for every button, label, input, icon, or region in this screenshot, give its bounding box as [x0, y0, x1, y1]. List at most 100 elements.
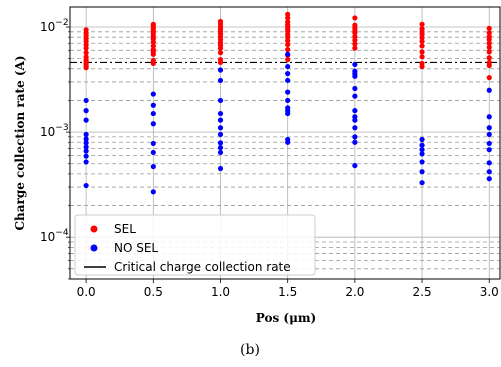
no-sel-point	[486, 125, 492, 131]
no-sel-point	[419, 180, 425, 186]
sel-point	[486, 36, 492, 43]
no-sel-point	[486, 176, 492, 182]
no-sel-point	[217, 110, 224, 117]
sel-point	[352, 41, 358, 47]
no-sel-point	[150, 189, 156, 195]
no-sel-point	[285, 110, 291, 117]
sel-point	[352, 45, 358, 51]
no-sel-point	[352, 85, 358, 92]
no-sel-point	[352, 93, 358, 99]
sel-point	[217, 50, 224, 56]
no-sel-point	[83, 131, 89, 138]
no-sel-point	[486, 131, 492, 138]
axis-ticks: 0.0 0.5 1.0 1.5 2.0 2.5 3.0 10−4 10−3 10−2	[40, 18, 499, 299]
no-sel-point	[352, 61, 358, 68]
no-sel-point	[150, 140, 156, 147]
sel-point	[419, 54, 425, 60]
no-sel-point	[352, 117, 358, 123]
no-sel-point	[83, 182, 89, 189]
sel-point	[150, 39, 156, 45]
sel-point	[352, 30, 358, 36]
no-sel-point	[150, 121, 156, 127]
no-sel-point	[150, 163, 156, 170]
no-sel-point	[217, 140, 224, 146]
figure-caption: (b)	[240, 342, 260, 358]
legend-marker-sel	[90, 225, 98, 233]
sel-point	[486, 44, 492, 50]
no-sel-point	[486, 147, 492, 153]
no-sel-point	[83, 153, 89, 159]
sel-point	[486, 30, 492, 36]
legend-label-no-sel: NO SEL	[114, 241, 158, 255]
sel-point	[285, 38, 291, 44]
sel-point	[150, 43, 156, 49]
no-sel-point	[217, 77, 224, 84]
plot-frame	[69, 6, 501, 280]
no-sel-point	[217, 165, 224, 172]
legend: SEL NO SEL Critical charge collection ra…	[74, 214, 316, 276]
no-sel-point	[83, 140, 89, 146]
sel-point	[352, 37, 358, 43]
no-sel-point	[486, 114, 492, 120]
no-sel-point	[285, 77, 291, 84]
sel-point	[285, 34, 291, 40]
no-sel-point	[83, 159, 89, 165]
y-axis-label: Charge collection rate (A)	[13, 55, 27, 230]
sel-point	[486, 25, 492, 31]
no-sel-point	[352, 73, 358, 79]
no-sel-point	[83, 108, 89, 114]
sel-point	[486, 49, 492, 55]
sel-point	[285, 42, 291, 48]
sel-point	[285, 15, 291, 21]
x-tick-label: 2.5	[413, 285, 432, 299]
no-sel-point	[419, 142, 425, 148]
sel-point	[486, 62, 492, 69]
no-sel-point	[352, 139, 358, 145]
no-sel-point	[419, 169, 425, 175]
data-points	[83, 11, 492, 195]
x-axis-label: Pos (μm)	[256, 311, 316, 325]
no-sel-point	[285, 63, 291, 70]
sel-point	[150, 51, 156, 57]
sel-point	[352, 15, 358, 21]
sel-point	[285, 11, 291, 17]
no-sel-point	[83, 136, 89, 142]
no-sel-point	[217, 131, 224, 138]
legend-label-critical: Critical charge collection rate	[114, 260, 291, 274]
sel-point	[419, 49, 425, 55]
sel-point	[419, 63, 425, 70]
no-sel-point	[217, 97, 224, 104]
no-sel-point	[486, 87, 492, 93]
no-sel-point	[285, 139, 291, 145]
sel-point	[285, 46, 291, 53]
sel-point	[419, 21, 425, 27]
no-sel-point	[419, 151, 425, 157]
no-sel-point	[486, 169, 492, 175]
sel-point	[419, 43, 425, 49]
legend-label-sel: SEL	[114, 222, 136, 236]
no-sel-point	[352, 162, 358, 169]
no-sel-point	[83, 148, 89, 154]
sel-point	[83, 50, 89, 56]
no-sel-point	[217, 149, 224, 156]
x-tick-label: 0.0	[77, 285, 96, 299]
sel-point	[486, 75, 492, 81]
sel-point	[486, 55, 492, 61]
sel-point	[83, 65, 89, 71]
y-tick-label: 10−3	[40, 123, 69, 139]
no-sel-point	[150, 102, 156, 108]
sel-point	[83, 45, 89, 51]
sel-point	[150, 60, 156, 67]
no-sel-point	[150, 149, 156, 156]
y-tick-label: 10−2	[40, 18, 69, 34]
sel-point	[217, 45, 224, 51]
y-tick-label: 10−4	[40, 228, 69, 244]
no-sel-point	[83, 117, 89, 123]
no-sel-point	[217, 125, 224, 131]
sel-point	[285, 56, 291, 63]
sel-point	[419, 35, 425, 41]
no-sel-point	[419, 159, 425, 165]
no-sel-point	[285, 51, 291, 57]
no-sel-point	[83, 97, 89, 104]
